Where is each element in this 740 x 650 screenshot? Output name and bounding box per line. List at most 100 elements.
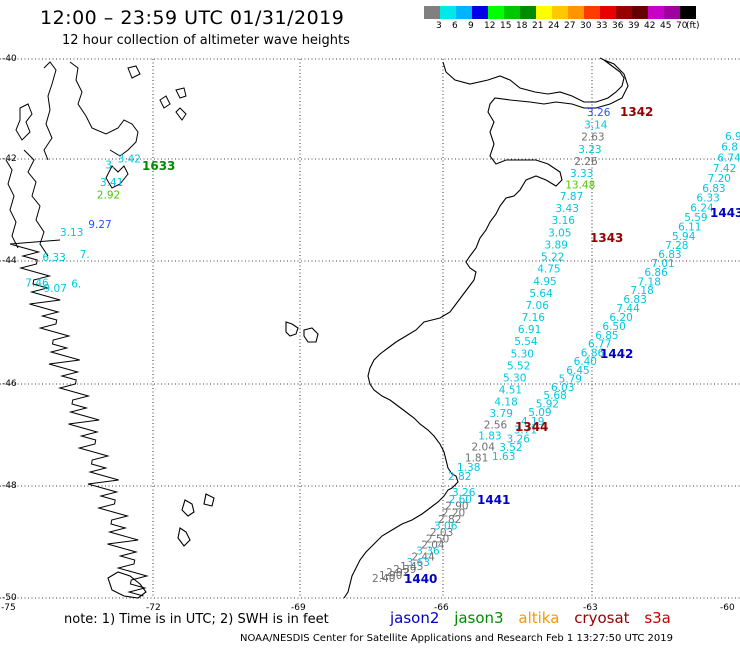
swh-value: 4.19 xyxy=(521,416,544,428)
units-note: note: 1) Time is in UTC; 2) SWH is in fe… xyxy=(64,612,329,627)
swh-value: 6.83 xyxy=(658,249,681,261)
legend-swatch xyxy=(472,6,488,19)
legend-swatch xyxy=(520,6,536,19)
color-scale-labels: 3 6 9 12 15 18 21 24 27 30 33 36 39 42 45 70 (ft) xyxy=(424,19,700,33)
legend-label: 6 xyxy=(452,21,458,31)
swh-value: 2.90 xyxy=(445,501,468,513)
pass-label: 1443 xyxy=(710,206,740,220)
swh-value: 6.83 xyxy=(702,183,725,195)
swh-value: 6. xyxy=(71,279,81,291)
color-scale-legend: 3 6 9 12 15 18 21 24 27 30 33 36 39 42 45 70 (ft) xyxy=(424,6,700,33)
chile-coastline xyxy=(5,61,187,597)
latitude-labels: -40 -42 -44 -46 -48 -50 xyxy=(2,54,17,603)
swh-value: 6.86 xyxy=(644,267,668,279)
legend-swatch xyxy=(632,6,648,19)
swh-value: 2.50 xyxy=(426,534,449,546)
swh-value: 13.48 xyxy=(565,180,595,192)
legend-label: 15 xyxy=(500,21,512,31)
legend-label: 24 xyxy=(548,21,560,31)
lat-label: -44 xyxy=(2,256,17,266)
legend-label: 27 xyxy=(564,21,576,31)
pass-label: 1633 xyxy=(142,159,175,173)
swh-value: 3.13 xyxy=(60,227,83,239)
swh-value: 7.18 xyxy=(630,285,653,297)
legend-label: 33 xyxy=(596,21,608,31)
swh-value: 2.60 xyxy=(449,494,472,506)
swh-value: 3.16 xyxy=(552,215,576,227)
sat-legend-s3a: s3a xyxy=(644,609,671,627)
swh-value: 6.86 xyxy=(581,347,605,359)
swh-value: 2.03 xyxy=(430,527,453,539)
swh-value: 2.44 xyxy=(411,551,435,563)
swh-value: 1.38 xyxy=(457,462,480,474)
lat-label: -42 xyxy=(2,154,17,164)
swh-value: 1.43 xyxy=(400,561,423,573)
swh-value: 6.83 xyxy=(623,294,646,306)
swh-value: 5.94 xyxy=(672,231,696,243)
legend-swatch xyxy=(504,6,520,19)
swh-value: 4.51 xyxy=(499,384,522,396)
swh-value: 5.22 xyxy=(541,252,564,264)
swh-value: 4.18 xyxy=(494,396,517,408)
pass-label: 1441 xyxy=(477,493,510,507)
track-cryosat-1342: 3.263.142.633.232.263.3313.487.873.433.1… xyxy=(448,107,611,483)
swh-value: 2.04 xyxy=(421,540,445,552)
swh-value: 5.92 xyxy=(536,399,559,411)
swh-value: 1.81 xyxy=(465,452,488,464)
swh-value: 3.41 xyxy=(100,177,123,189)
legend-label: 3 xyxy=(436,21,442,31)
coastline xyxy=(107,57,629,599)
swh-value: 6.03 xyxy=(551,382,574,394)
swh-value: 3.43 xyxy=(556,203,579,215)
swh-value: 6.91 xyxy=(518,324,541,336)
swh-value: 6.33 xyxy=(696,193,719,205)
swh-value: 2.92 xyxy=(97,189,120,201)
swh-value: 6.40 xyxy=(574,356,597,368)
lat-label: -46 xyxy=(2,379,17,389)
swh-value: 1.83 xyxy=(478,431,501,443)
pass-label: 1342 xyxy=(620,105,653,119)
swh-value: 2.92 xyxy=(386,567,409,579)
swh-value: 3. xyxy=(105,160,115,172)
lat-label: -48 xyxy=(2,481,17,491)
legend-label: 18 xyxy=(516,21,528,31)
legend-swatch xyxy=(616,6,632,19)
swh-value: 7.18 xyxy=(638,276,661,288)
legend-swatch xyxy=(600,6,616,19)
color-scale-swatches xyxy=(424,6,696,19)
swh-value: 3.42 xyxy=(118,153,141,165)
pass-label: 1440 xyxy=(404,572,437,586)
swh-value: 3.05 xyxy=(548,227,571,239)
swh-value: 6.8 xyxy=(721,142,738,154)
legend-swatch xyxy=(664,6,680,19)
pass-labels: 1342 1343 1344 1443 1442 1441 1440 1633 xyxy=(142,105,740,586)
swh-value: 5.54 xyxy=(514,336,538,348)
swh-value: 1.63 xyxy=(492,451,515,463)
swh-value: 3.14 xyxy=(584,119,608,131)
legend-label: 12 xyxy=(484,21,496,31)
swh-value: 3.26 xyxy=(587,107,611,119)
pass-label: 1343 xyxy=(590,231,623,245)
swh-value: 7.20 xyxy=(708,173,731,185)
swh-value: 3.71 xyxy=(514,425,537,437)
legend-label: 42 xyxy=(644,21,656,31)
swh-value: 7.44 xyxy=(616,303,640,315)
legend-swatch xyxy=(424,6,440,19)
swh-value: 5.68 xyxy=(543,390,566,402)
swh-value: 5.30 xyxy=(511,348,534,360)
lon-label: -63 xyxy=(583,603,598,613)
swh-value: 5.09 xyxy=(528,407,551,419)
legend-swatch xyxy=(440,6,456,19)
swh-value: 3.89 xyxy=(545,240,568,252)
swh-value: 7.06 xyxy=(526,300,550,312)
swh-value: 4.75 xyxy=(537,264,560,276)
legend-label: 30 xyxy=(580,21,592,31)
legend-swatch xyxy=(488,6,504,19)
legend-label: 45 xyxy=(660,21,672,31)
pass-label: 1442 xyxy=(600,347,633,361)
swh-value: 7.01 xyxy=(651,258,674,270)
swh-value: 2.39 xyxy=(393,564,416,576)
lon-label: -60 xyxy=(720,603,735,613)
track-jason2-1443: 6.96.86.747.427.206.836.336.245.596.115.… xyxy=(492,131,740,463)
swh-value: 7.28 xyxy=(665,240,688,252)
